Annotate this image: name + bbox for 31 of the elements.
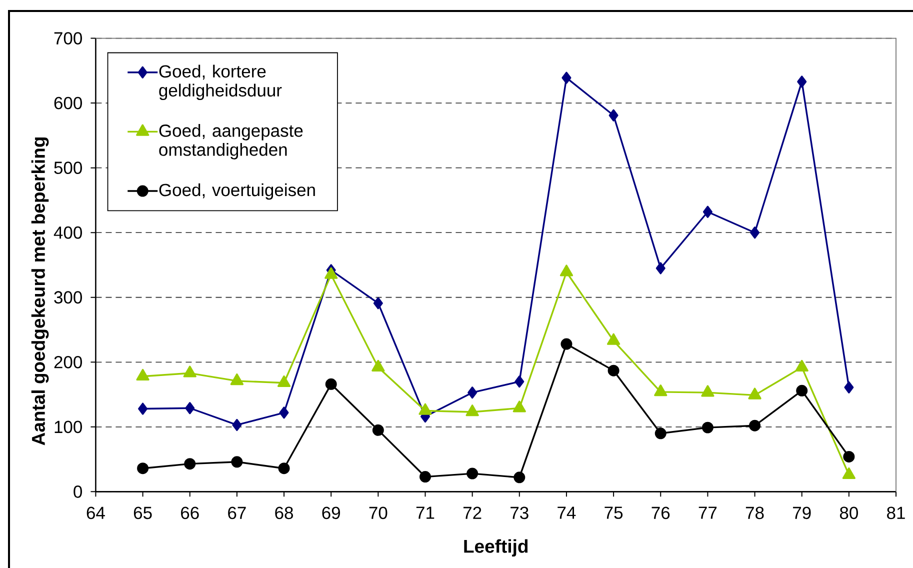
y-tick-label: 600 — [54, 96, 82, 110]
y-tick-label: 0 — [74, 485, 82, 498]
x-tick-label: 65 — [134, 506, 152, 520]
y-tick-label: 300 — [54, 291, 82, 304]
x-tick-label: 71 — [416, 506, 434, 519]
legend-label: Goed, kortere geldigheidsduur — [159, 64, 282, 100]
x-tick-label: 81 — [887, 506, 905, 520]
y-axis-title: Aantal goedgekeurd met beperking — [31, 138, 49, 446]
x-tick-label: 69 — [322, 506, 340, 520]
x-tick-label: 64 — [86, 506, 105, 520]
y-tick-label: 700 — [54, 32, 82, 44]
y-tick-label: 500 — [54, 162, 82, 174]
x-tick-label: 78 — [746, 506, 764, 520]
x-tick-label: 67 — [228, 506, 246, 520]
x-tick-label: 75 — [604, 506, 623, 519]
y-tick-label: 100 — [54, 420, 82, 434]
x-tick-label: 79 — [793, 506, 811, 520]
x-tick-label: 66 — [181, 506, 199, 520]
x-tick-label: 68 — [275, 506, 293, 520]
x-tick-label: 70 — [369, 506, 388, 520]
x-tick-label: 77 — [698, 506, 717, 519]
x-tick-label: 74 — [558, 506, 576, 519]
x-axis-title: Leeftijd — [464, 539, 528, 557]
y-tick-label: 400 — [54, 226, 82, 239]
legend-label: Goed, voertuigeisen — [159, 183, 315, 200]
x-tick-label: 72 — [463, 506, 482, 519]
x-tick-label: 73 — [510, 506, 528, 520]
x-tick-label: 76 — [652, 506, 670, 520]
y-tick-label: 200 — [54, 356, 82, 368]
x-tick-label: 80 — [840, 506, 858, 520]
legend-label: Goed, aangepaste omstandigheden — [159, 124, 303, 160]
